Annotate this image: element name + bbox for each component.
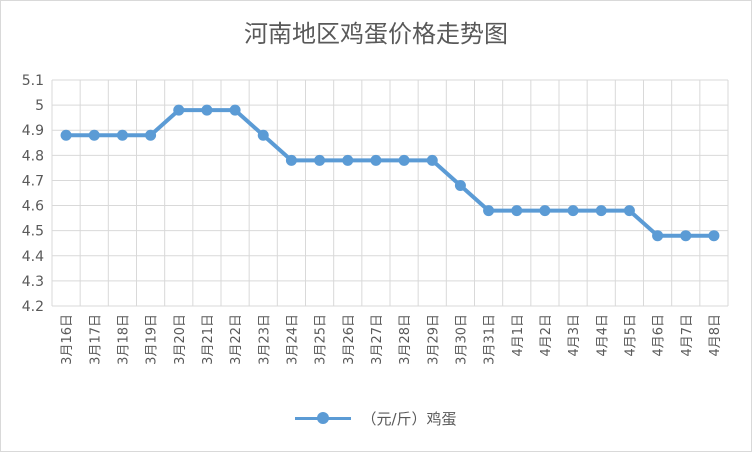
data-point [652,230,664,242]
x-tick-label: 4月5日 [623,314,638,357]
data-point [567,205,579,217]
data-point [229,104,241,116]
y-tick-label: 4.2 [22,299,44,315]
data-point [173,104,185,116]
x-tick-label: 3月20日 [173,314,188,365]
data-point [483,205,495,217]
data-point [342,154,354,166]
data-point [454,179,466,191]
x-tick-label: 3月30日 [454,314,469,365]
data-point [201,104,213,116]
data-point [426,154,438,166]
data-point [88,129,100,141]
x-tick-label: 3月19日 [145,314,160,365]
data-point [370,154,382,166]
x-tick-label: 3月23日 [257,314,272,365]
x-tick-label: 3月25日 [314,314,329,365]
legend: （元/斤）鸡蛋 [0,408,752,429]
x-tick-label: 3月26日 [342,314,357,365]
x-tick-label: 4月2日 [539,314,554,357]
data-point [680,230,692,242]
x-tick-label: 3月21日 [201,314,216,365]
data-point [511,205,523,217]
legend-label: （元/斤）鸡蛋 [361,410,457,428]
x-tick-label: 3月17日 [88,314,103,365]
x-tick-label: 3月18日 [116,314,131,365]
x-tick-label: 3月16日 [60,314,75,365]
data-point [116,129,128,141]
data-point [60,129,72,141]
data-point [595,205,607,217]
y-tick-label: 4.7 [22,173,44,189]
y-tick-label: 4.9 [22,123,44,139]
x-tick-label: 4月4日 [595,314,610,357]
y-tick-label: 5.1 [22,73,44,89]
y-tick-label: 4.5 [22,224,44,240]
legend-marker [295,412,352,424]
y-tick-label: 4.3 [22,274,44,290]
x-tick-label: 4月1日 [511,314,526,357]
y-tick-label: 4.8 [22,148,44,164]
y-tick-label: 4.4 [22,249,44,265]
x-tick-label: 4月7日 [680,314,695,357]
data-point [314,154,326,166]
x-tick-label: 3月28日 [398,314,413,365]
y-tick-label: 5 [35,98,44,114]
data-point [257,129,269,141]
data-point [285,154,297,166]
x-tick-label: 4月8日 [708,314,723,357]
data-point [623,205,635,217]
data-point [539,205,551,217]
x-tick-label: 3月24日 [285,314,300,365]
y-tick-label: 4.6 [22,199,44,215]
x-tick-label: 3月31日 [483,314,498,365]
data-point [708,230,720,242]
x-tick-label: 4月6日 [652,314,667,357]
chart-title: 河南地区鸡蛋价格走势图 [244,20,508,48]
x-tick-label: 3月29日 [426,314,441,365]
x-tick-label: 3月27日 [370,314,385,365]
x-tick-label: 4月3日 [567,314,582,357]
x-tick-label: 3月22日 [229,314,244,365]
data-point [398,154,410,166]
data-point [145,129,157,141]
